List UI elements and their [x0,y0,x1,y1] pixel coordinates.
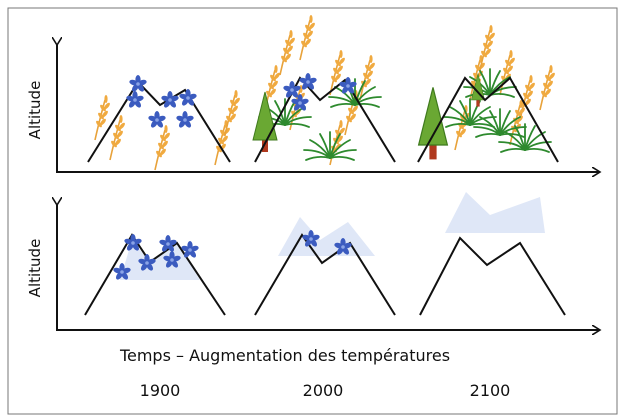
wheat [154,124,172,171]
year-label: 2100 [470,381,511,400]
wheat [479,24,497,71]
ghost-range [445,192,545,233]
flower [175,111,195,129]
wheat [224,89,242,136]
axes [57,205,600,330]
wheat [279,29,297,76]
wheat [539,64,557,111]
flower [160,91,180,109]
x-axis-label: Temps – Augmentation des températures [119,346,450,365]
tree [418,86,448,160]
wheat [359,54,377,101]
wheat [299,14,317,61]
year-label: 2000 [303,381,344,400]
y-axis-label: Altitude [26,81,44,140]
grass-tuft [303,131,357,161]
decorations [94,14,557,171]
y-axis-label: Altitude [26,239,44,298]
mountain [419,236,566,316]
year-label: 1900 [140,381,181,400]
axes [57,45,600,172]
wheat [94,94,112,141]
wheat [519,74,537,121]
frame [7,7,618,415]
flower [147,111,167,129]
flower [125,91,145,109]
